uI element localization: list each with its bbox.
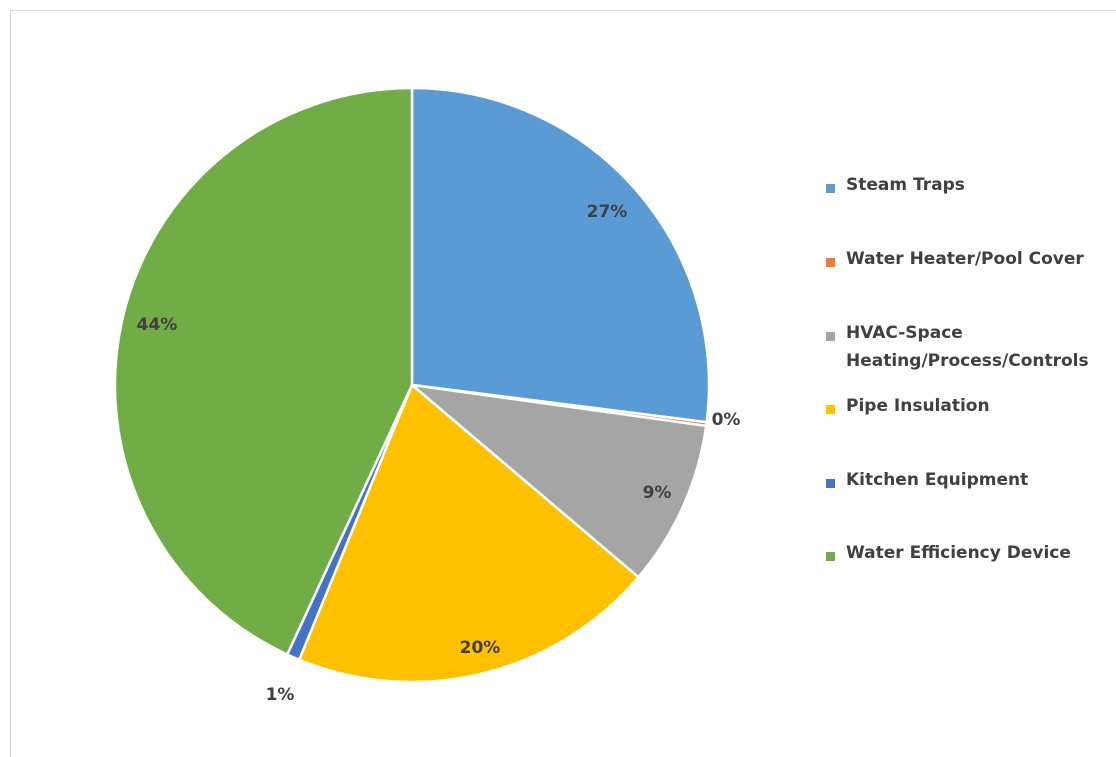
data-label-water-efficiency-device: 44%	[137, 315, 178, 335]
pie-slice-steam-traps	[410, 86, 711, 424]
legend: Steam Traps Water Heater/Pool Cover HVAC…	[826, 0, 1116, 757]
legend-swatch	[826, 184, 835, 193]
legend-label: Kitchen Equipment	[846, 470, 1029, 490]
legend-item-water-efficiency-device: Water Efficiency Device	[826, 543, 1111, 567]
legend-swatch	[826, 405, 835, 414]
data-label-kitchen-equipment: 1%	[266, 685, 295, 705]
pie-data-labels: 27% 0% 9% 20% 1% 44%	[137, 202, 741, 705]
legend-item-kitchen-equipment: Kitchen Equipment	[826, 470, 1111, 494]
data-label-pipe-insulation: 20%	[460, 638, 501, 658]
legend-item-steam-traps: Steam Traps	[826, 175, 1111, 199]
pie-slices	[113, 86, 711, 684]
data-label-hvac-space-heating-process-controls: 9%	[643, 483, 672, 503]
data-label-water-heater-pool-cover: 0%	[712, 410, 741, 430]
legend-swatch	[826, 258, 835, 267]
pie-slice-water-efficiency-device	[113, 86, 414, 656]
legend-swatch	[826, 332, 835, 341]
data-label-steam-traps: 27%	[587, 202, 628, 222]
legend-item-pipe-insulation: Pipe Insulation	[826, 396, 1111, 420]
pie-slice-pipe-insulation	[297, 383, 640, 684]
legend-label: Steam Traps	[846, 175, 965, 195]
pie-slice-hvac-space-heating-process-controls	[410, 383, 708, 579]
legend-label: HVAC-Space Heating/Process/Controls	[846, 323, 1089, 371]
legend-item-hvac: HVAC-Space Heating/Process/Controls	[826, 323, 1111, 375]
legend-label: Water Efficiency Device	[846, 543, 1071, 563]
legend-swatch	[826, 479, 835, 488]
legend-item-water-heater-pool-cover: Water Heater/Pool Cover	[826, 249, 1111, 273]
legend-label: Pipe Insulation	[846, 396, 990, 416]
legend-label: Water Heater/Pool Cover	[846, 249, 1084, 269]
legend-swatch	[826, 552, 835, 561]
